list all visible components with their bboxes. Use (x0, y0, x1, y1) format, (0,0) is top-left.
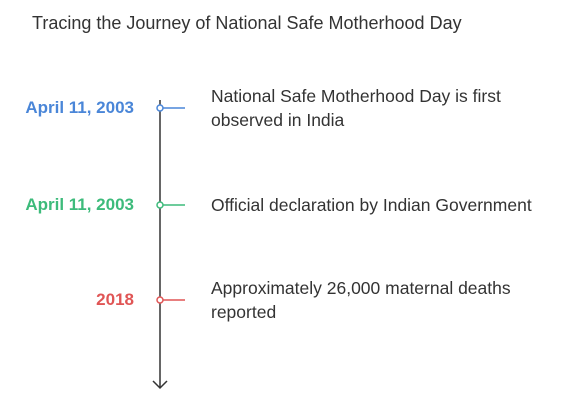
description-line: reported (211, 302, 277, 322)
event-description: National Safe Motherhood Day is first obs… (211, 84, 501, 132)
event-date: 2018 (96, 290, 134, 309)
description-line: Approximately 26,000 maternal deaths (211, 278, 511, 298)
event-dot (156, 201, 164, 209)
title: Tracing the Journey of National Safe Mot… (32, 13, 462, 33)
description-line: Official declaration by Indian Governmen… (211, 195, 532, 215)
description-line: observed in India (211, 110, 345, 130)
timeline-arrow (152, 380, 168, 390)
event-date: April 11, 2003 (25, 195, 134, 214)
event-description: Approximately 26,000 maternal deaths repo… (211, 276, 511, 324)
event-dot (156, 296, 164, 304)
description-line: National Safe Motherhood Day is first (211, 86, 501, 106)
event-dot (156, 104, 164, 112)
event-date: April 11, 2003 (25, 98, 134, 117)
event-description: Official declaration by Indian Governmen… (211, 193, 532, 217)
